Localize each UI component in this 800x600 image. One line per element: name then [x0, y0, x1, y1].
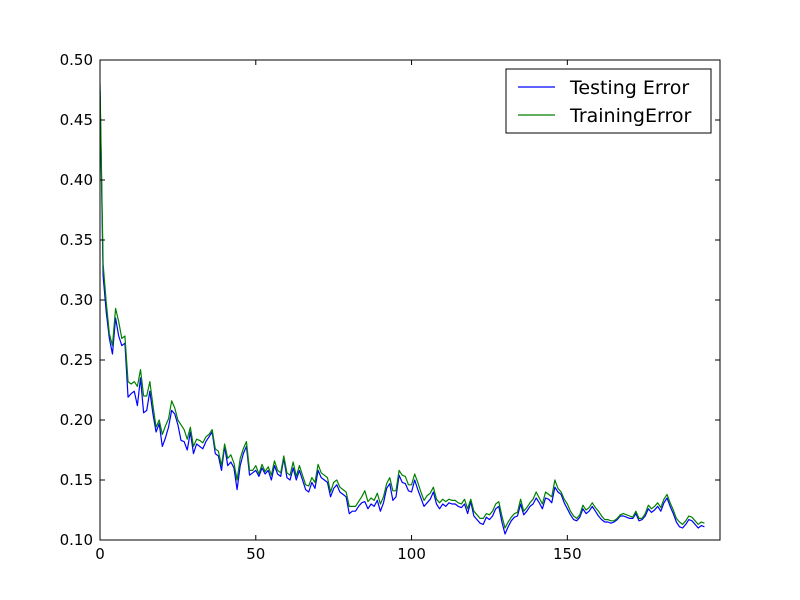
- y-tick-label: 0.50: [60, 51, 93, 69]
- y-tick-label: 0.25: [60, 351, 93, 369]
- y-tick-label: 0.20: [60, 411, 93, 429]
- y-tick-label: 0.15: [60, 471, 93, 489]
- legend-box: [505, 68, 712, 134]
- x-tick-label: 50: [246, 545, 265, 563]
- series-line-testing-error: [100, 89, 705, 535]
- x-tick-label: 100: [397, 545, 426, 563]
- y-tick-label: 0.40: [60, 171, 93, 189]
- x-tick-label: 0: [95, 545, 105, 563]
- series-line-training-error: [100, 83, 705, 529]
- legend-label-training-error: TrainingError: [569, 105, 691, 127]
- y-tick-label: 0.45: [60, 111, 93, 129]
- y-tick-label: 0.10: [60, 531, 93, 549]
- y-tick-label: 0.35: [60, 231, 93, 249]
- y-tick-label: 0.30: [60, 291, 93, 309]
- series-layer: [100, 83, 705, 535]
- x-tick-label: 150: [553, 545, 582, 563]
- legend: Testing Error TrainingError: [505, 68, 712, 134]
- legend-label-testing-error: Testing Error: [569, 77, 689, 99]
- axis-ticks: 0 50 100 150 0.10 0.15 0.20 0.25 0.30 0.35 0.40 0.4…: [60, 51, 720, 563]
